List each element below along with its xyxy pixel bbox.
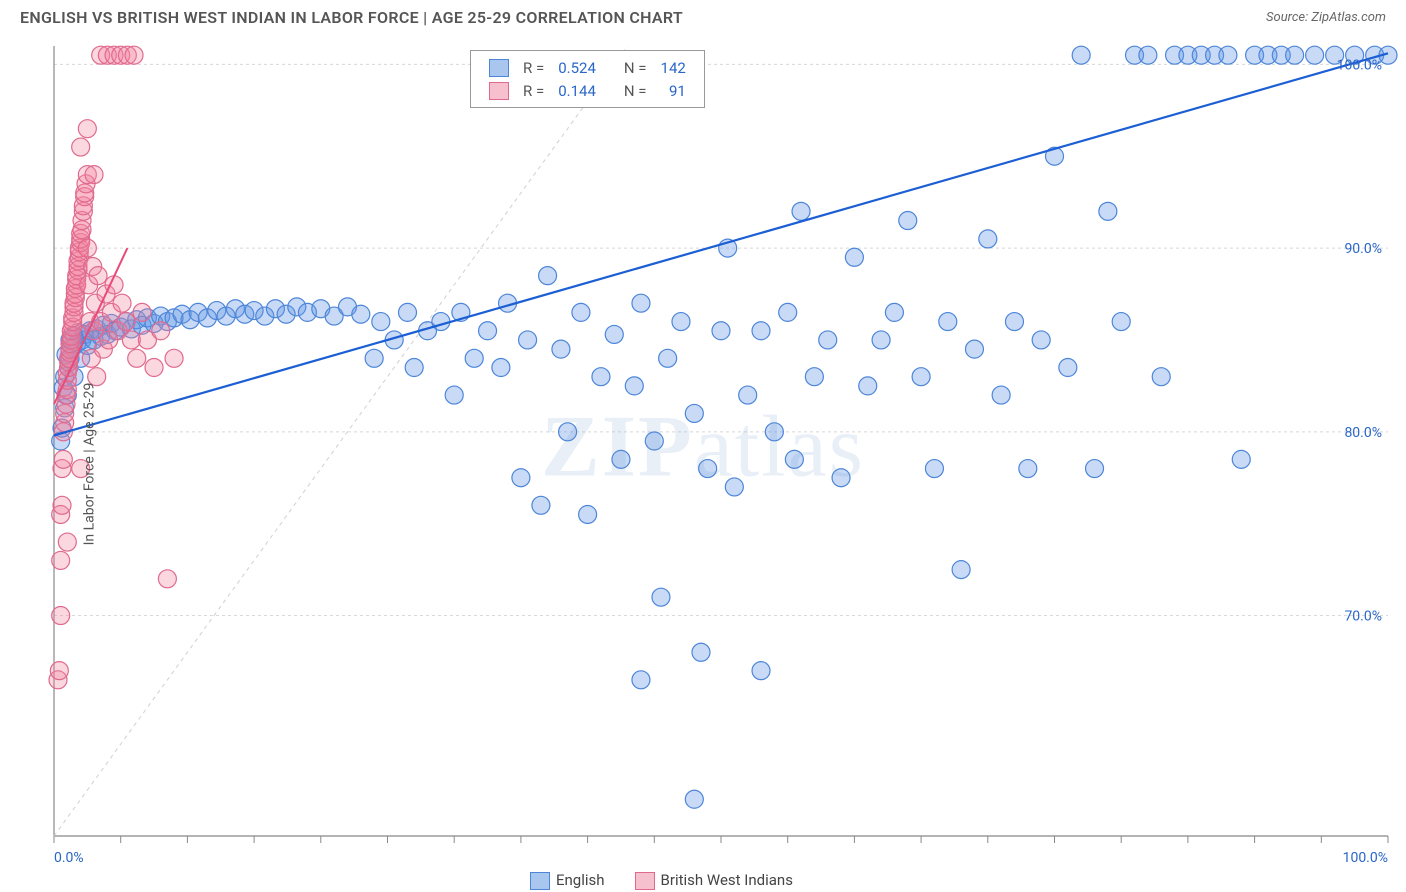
svg-text:100.0%: 100.0%	[1337, 57, 1382, 73]
chart-area: In Labor Force | Age 25-29 ZIPatlas 70.0…	[0, 36, 1406, 892]
correlation-legend: R =0.524N =142R =0.144N =91	[470, 50, 705, 108]
scatter-chart: 70.0% 80.0% 90.0% 100.0% 0.0% 100.0%	[0, 36, 1406, 892]
svg-text:0.0%: 0.0%	[54, 850, 84, 866]
series-legend: English British West Indians	[530, 871, 793, 890]
legend-item: English	[530, 871, 605, 890]
svg-text:100.0%: 100.0%	[1343, 850, 1388, 866]
svg-text:90.0%: 90.0%	[1344, 241, 1382, 257]
source-label: Source: ZipAtlas.com	[1266, 10, 1386, 25]
y-axis-label: In Labor Force | Age 25-29	[81, 383, 97, 546]
svg-text:70.0%: 70.0%	[1344, 609, 1382, 625]
svg-text:80.0%: 80.0%	[1344, 425, 1382, 441]
chart-title: ENGLISH VS BRITISH WEST INDIAN IN LABOR …	[20, 8, 683, 27]
legend-item: British West Indians	[635, 871, 793, 890]
